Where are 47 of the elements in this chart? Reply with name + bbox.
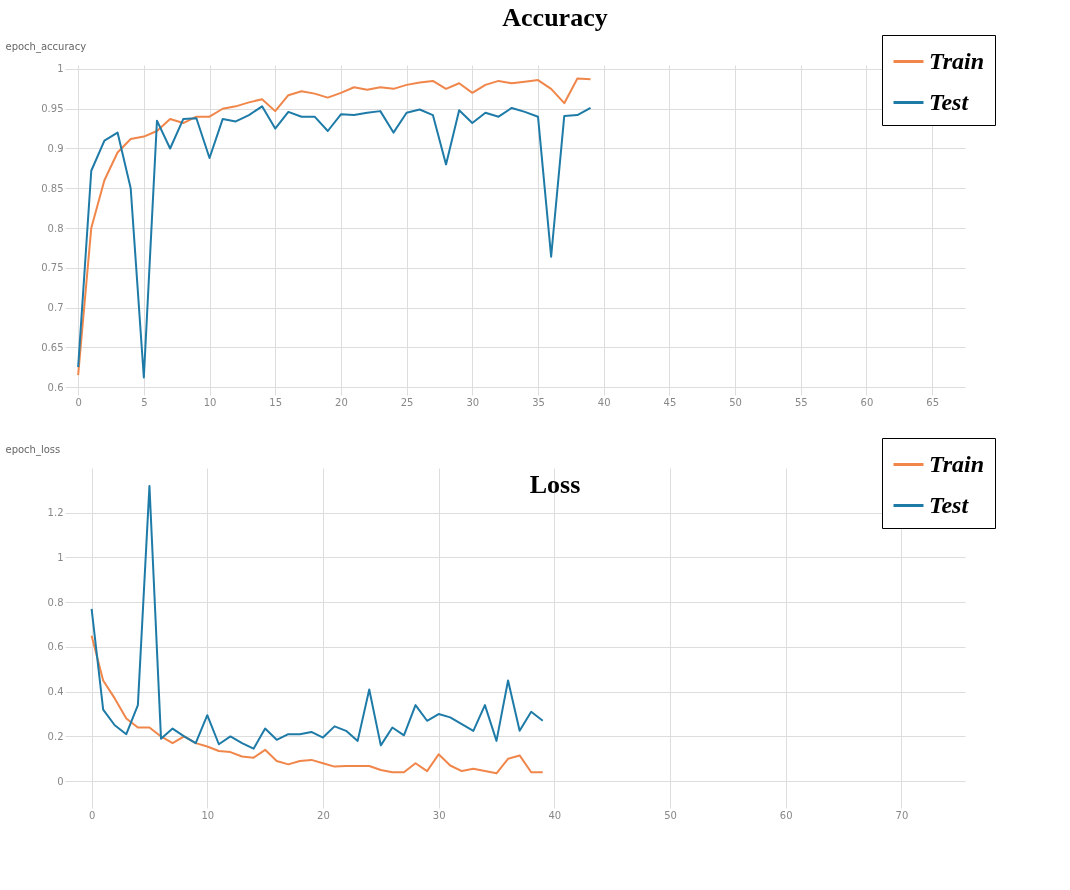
chart-title: Loss (529, 469, 581, 499)
y-tick-label: 0.7 (47, 302, 64, 314)
x-tick-label: 15 (269, 396, 283, 408)
x-tick-label: 45 (663, 396, 677, 408)
x-tick-label: 0 (75, 396, 82, 408)
x-tick-label: 20 (317, 809, 330, 821)
y-tick-label: 0.6 (47, 381, 64, 393)
x-tick-label: 40 (597, 396, 611, 408)
x-tick-label: 10 (203, 396, 217, 408)
y-axis-title: epoch_loss (5, 443, 61, 456)
x-tick-label: 55 (794, 396, 808, 408)
y-tick-label: 1 (57, 63, 64, 75)
x-tick-label: 25 (400, 396, 414, 408)
x-tick-label: 30 (432, 809, 446, 821)
y-tick-label: 0.65 (41, 341, 64, 353)
legend-label: Test (929, 88, 970, 115)
y-tick-label: 0.85 (41, 182, 64, 194)
y-tick-label: 0.95 (41, 103, 64, 115)
y-tick-label: 0 (57, 775, 64, 787)
x-tick-label: 70 (895, 809, 909, 821)
y-tick-label: 0.2 (47, 730, 64, 742)
x-tick-label: 35 (532, 396, 545, 408)
x-tick-label: 0 (88, 809, 96, 821)
legend-label: Train (929, 450, 985, 477)
legend-label: Train (929, 47, 985, 74)
x-tick-label: 60 (779, 809, 793, 821)
y-tick-label: 0.8 (47, 596, 64, 608)
y-tick-label: 1 (57, 551, 64, 563)
y-tick-label: 0.9 (47, 142, 64, 154)
x-tick-label: 5 (141, 396, 148, 408)
line-series (90, 634, 544, 775)
x-tick-label: 10 (201, 809, 215, 821)
chart-title: Accuracy (502, 2, 608, 32)
x-tick-label: 20 (335, 396, 348, 408)
y-tick-label: 0.4 (47, 686, 64, 698)
y-tick-label: 0.6 (47, 641, 64, 653)
y-tick-label: 0.75 (41, 262, 64, 274)
legend-label: Test (929, 491, 970, 518)
y-axis-title: epoch_accuracy (5, 40, 87, 53)
x-tick-label: 30 (466, 396, 480, 408)
x-tick-label: 40 (548, 809, 562, 821)
y-tick-label: 0.8 (47, 222, 64, 234)
x-tick-label: 50 (729, 396, 742, 408)
x-tick-label: 50 (664, 809, 677, 821)
y-tick-label: 1.2 (47, 507, 64, 519)
x-tick-label: 65 (926, 396, 940, 408)
x-tick-label: 60 (860, 396, 874, 408)
